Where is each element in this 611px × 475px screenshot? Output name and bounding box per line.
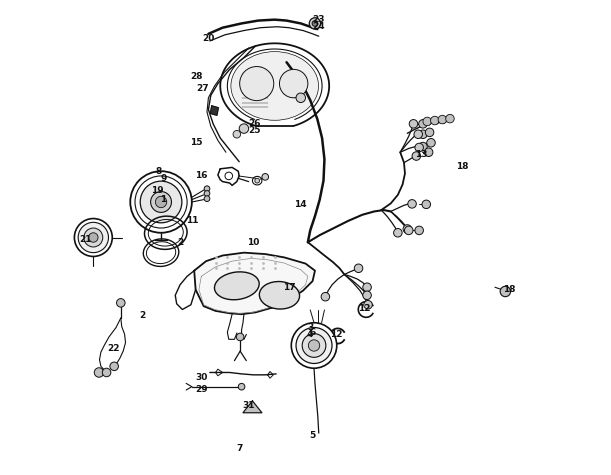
Text: 26: 26	[249, 119, 261, 128]
Circle shape	[151, 191, 172, 212]
Circle shape	[321, 293, 330, 301]
Circle shape	[84, 228, 103, 247]
Circle shape	[438, 115, 447, 124]
Circle shape	[426, 139, 435, 147]
Circle shape	[409, 120, 418, 128]
Text: 4: 4	[307, 330, 313, 339]
Text: 18: 18	[456, 162, 468, 171]
Circle shape	[419, 142, 427, 151]
Circle shape	[408, 200, 416, 208]
Text: 30: 30	[195, 373, 208, 382]
Circle shape	[309, 18, 321, 29]
Circle shape	[419, 120, 427, 128]
Circle shape	[364, 301, 372, 309]
Circle shape	[363, 291, 371, 300]
Circle shape	[302, 333, 326, 357]
Circle shape	[425, 148, 433, 157]
Circle shape	[363, 283, 371, 292]
Ellipse shape	[231, 52, 318, 120]
Circle shape	[445, 114, 454, 123]
Text: 25: 25	[249, 126, 261, 135]
Text: 21: 21	[79, 236, 92, 244]
Circle shape	[75, 218, 112, 256]
Circle shape	[238, 383, 245, 390]
Text: 10: 10	[247, 238, 260, 247]
Circle shape	[94, 368, 104, 377]
Ellipse shape	[214, 272, 259, 300]
Text: 12: 12	[359, 304, 371, 313]
Text: 28: 28	[190, 72, 203, 81]
Circle shape	[233, 131, 241, 138]
Text: 17: 17	[283, 283, 295, 292]
Circle shape	[204, 190, 210, 196]
Circle shape	[204, 196, 210, 201]
Polygon shape	[243, 401, 262, 413]
Circle shape	[500, 286, 511, 297]
Text: 20: 20	[202, 34, 214, 43]
Text: 9: 9	[160, 174, 167, 183]
Circle shape	[262, 173, 269, 180]
Text: 23: 23	[312, 15, 324, 24]
Circle shape	[431, 116, 439, 125]
Circle shape	[225, 172, 233, 180]
Text: 7: 7	[236, 444, 243, 453]
Text: 2: 2	[139, 311, 145, 320]
Circle shape	[102, 368, 111, 377]
Circle shape	[117, 299, 125, 307]
Text: 12: 12	[330, 330, 343, 339]
Circle shape	[204, 186, 210, 191]
Circle shape	[309, 340, 320, 351]
Circle shape	[239, 124, 249, 133]
Text: 18: 18	[503, 285, 516, 294]
Text: 11: 11	[186, 217, 198, 226]
Circle shape	[422, 200, 431, 209]
Text: 27: 27	[196, 84, 209, 93]
Text: 6: 6	[310, 328, 316, 337]
Text: 29: 29	[195, 385, 208, 394]
Circle shape	[279, 69, 308, 98]
Text: 2: 2	[177, 238, 183, 247]
Circle shape	[412, 152, 420, 160]
Text: 5: 5	[310, 431, 316, 440]
Circle shape	[393, 228, 402, 237]
Circle shape	[155, 196, 167, 208]
Circle shape	[140, 181, 182, 223]
Circle shape	[296, 93, 306, 103]
Polygon shape	[194, 253, 315, 314]
Circle shape	[403, 225, 412, 233]
Circle shape	[291, 323, 337, 368]
Circle shape	[415, 226, 423, 235]
Text: 13: 13	[415, 150, 428, 159]
Text: 31: 31	[243, 401, 255, 410]
Circle shape	[404, 226, 413, 235]
Text: 8: 8	[156, 167, 162, 176]
Circle shape	[423, 117, 431, 126]
Text: 14: 14	[295, 200, 307, 209]
Circle shape	[312, 20, 318, 26]
Circle shape	[414, 130, 422, 139]
Circle shape	[255, 178, 260, 183]
Text: 1: 1	[160, 195, 167, 204]
Circle shape	[419, 130, 427, 139]
Circle shape	[415, 143, 423, 152]
Circle shape	[78, 222, 109, 253]
Circle shape	[240, 66, 274, 101]
Circle shape	[89, 233, 98, 242]
Circle shape	[236, 333, 244, 341]
Polygon shape	[210, 106, 218, 115]
Ellipse shape	[259, 282, 299, 309]
Circle shape	[354, 264, 363, 273]
Text: 15: 15	[190, 138, 203, 147]
Circle shape	[110, 362, 119, 370]
Circle shape	[130, 171, 192, 233]
Text: 22: 22	[108, 344, 120, 353]
Text: 24: 24	[312, 22, 324, 31]
Text: 19: 19	[152, 186, 164, 195]
Text: 16: 16	[195, 171, 208, 180]
Circle shape	[425, 128, 434, 137]
Text: 3: 3	[307, 323, 313, 332]
Circle shape	[296, 327, 332, 363]
